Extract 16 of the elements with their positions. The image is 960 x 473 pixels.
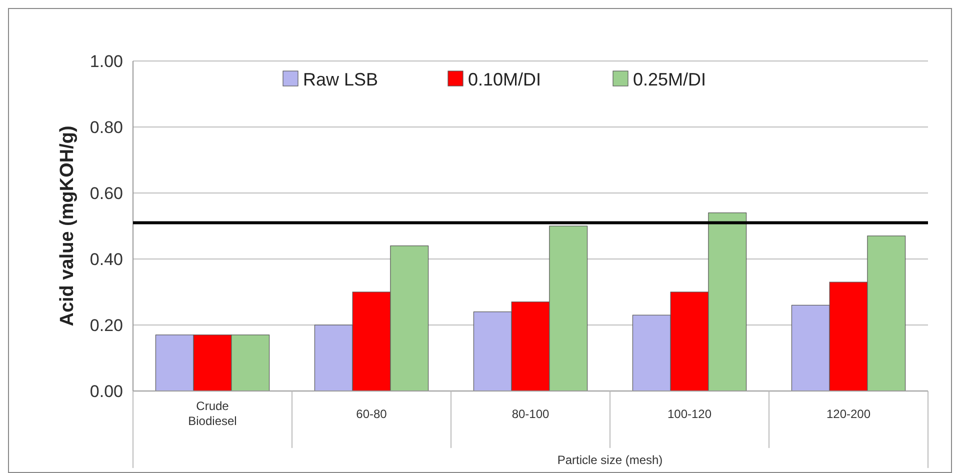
y-tick-label: 0.40 (90, 250, 123, 269)
y-tick-label: 0.80 (90, 118, 123, 137)
x-tick-label: 80-100 (512, 407, 550, 421)
x-tick-label: 100-120 (667, 407, 712, 421)
x-tick-label: Crude Biodiesel (188, 399, 237, 428)
x-tick-label: 120-200 (826, 407, 871, 421)
y-tick-label: 0.60 (90, 184, 123, 203)
y-tick-label: 0.20 (90, 316, 123, 335)
y-tick-label: 0.00 (90, 382, 123, 401)
y-axis-title: Acid value (mgKOH/g) (57, 126, 78, 326)
x-tick-label: 60-80 (356, 407, 388, 421)
legend-label: 0.25M/DI (633, 69, 706, 90)
y-tick-label: 1.00 (90, 52, 123, 71)
legend-label: 0.10M/DI (468, 69, 542, 90)
legend-label: Raw LSB (303, 69, 378, 90)
x-axis-title: Particle size (mesh) (557, 453, 663, 467)
